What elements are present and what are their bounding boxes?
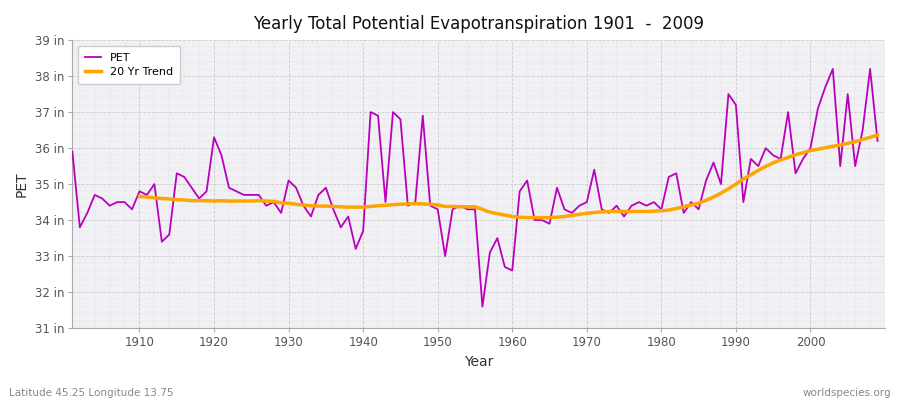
PET <box>827 66 838 71</box>
20 Yr Trend <box>820 145 831 150</box>
PET <box>477 304 488 309</box>
20 Yr Trend <box>134 194 145 199</box>
20 Yr Trend <box>872 133 883 138</box>
Line: 20 Yr Trend: 20 Yr Trend <box>140 135 878 218</box>
20 Yr Trend <box>275 200 286 205</box>
PET <box>67 149 77 154</box>
Y-axis label: PET: PET <box>15 171 29 197</box>
20 Yr Trend <box>581 211 592 216</box>
Line: PET: PET <box>72 69 878 306</box>
20 Yr Trend <box>514 215 525 220</box>
20 Yr Trend <box>842 141 853 146</box>
PET <box>872 138 883 143</box>
Legend: PET, 20 Yr Trend: PET, 20 Yr Trend <box>78 46 180 84</box>
PET <box>336 225 346 230</box>
Title: Yearly Total Potential Evapotranspiration 1901  -  2009: Yearly Total Potential Evapotranspiratio… <box>253 15 704 33</box>
20 Yr Trend <box>306 203 317 208</box>
20 Yr Trend <box>522 215 533 220</box>
Text: Latitude 45.25 Longitude 13.75: Latitude 45.25 Longitude 13.75 <box>9 388 174 398</box>
Text: worldspecies.org: worldspecies.org <box>803 388 891 398</box>
PET <box>127 207 138 212</box>
X-axis label: Year: Year <box>464 355 493 369</box>
PET <box>514 189 525 194</box>
PET <box>507 268 517 273</box>
PET <box>291 185 302 190</box>
PET <box>604 210 615 215</box>
